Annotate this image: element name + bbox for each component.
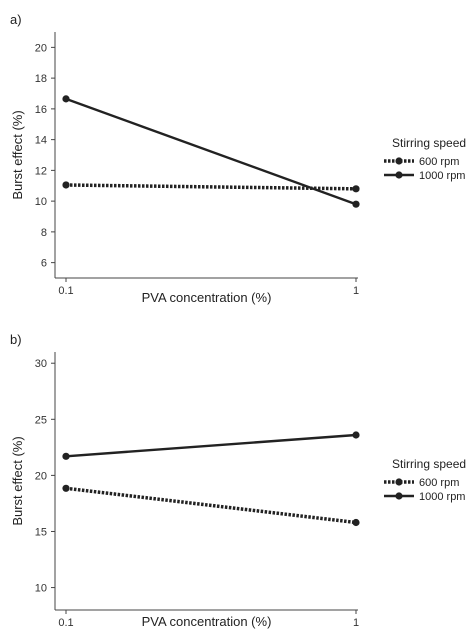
- y-tick-label: 18: [35, 73, 47, 85]
- series-line-1000rpm: [65, 97, 357, 206]
- legend-title: Stirring speed: [392, 457, 466, 471]
- panel-label: a): [10, 12, 22, 27]
- y-tick-label: 20: [35, 470, 47, 482]
- data-point: [62, 181, 70, 189]
- y-axis-title: Burst effect (%): [10, 110, 25, 199]
- data-point: [352, 185, 360, 193]
- series-line-600rpm: [65, 486, 357, 525]
- y-tick-label: 14: [35, 135, 47, 147]
- data-point: [62, 484, 70, 492]
- data-point: [352, 431, 360, 439]
- legend-swatch-point: [395, 478, 403, 486]
- legend-swatch-point: [395, 171, 403, 179]
- data-point: [352, 200, 360, 208]
- y-tick-label: 12: [35, 165, 47, 177]
- x-tick-label: 0.1: [58, 285, 73, 297]
- y-tick-label: 20: [35, 42, 47, 54]
- chart-panel-b: b) 10 15 20 25 30 0.1 1 PVA concentration (%) Bur…: [10, 332, 466, 629]
- x-tick-label: 0.1: [58, 617, 73, 629]
- y-tick-label: 16: [35, 104, 47, 116]
- y-axis-title: Burst effect (%): [10, 436, 25, 525]
- legend-entry: 1000 rpm: [419, 170, 465, 182]
- y-tick-label: 10: [35, 196, 47, 208]
- legend-title: Stirring speed: [392, 136, 466, 150]
- x-tick-label: 1: [353, 285, 359, 297]
- legend-entry: 600 rpm: [419, 477, 459, 489]
- legend-swatch-point: [395, 492, 403, 500]
- legend-swatch-point: [395, 157, 403, 165]
- data-point: [62, 95, 70, 103]
- chart-panel-a: a) 6 8 10 12 14 16 18 20 0.1 1 PVA concentration (%…: [10, 12, 466, 305]
- x-axis-title: PVA concentration (%): [142, 290, 272, 305]
- y-tick-label: 8: [41, 227, 47, 239]
- panel-label: b): [10, 332, 22, 347]
- data-point: [62, 452, 70, 460]
- legend-entry: 1000 rpm: [419, 491, 465, 503]
- y-tick-label: 15: [35, 526, 47, 538]
- x-tick-label: 1: [353, 617, 359, 629]
- data-point: [352, 518, 360, 527]
- series-line-600rpm: [65, 183, 357, 191]
- y-tick-label: 6: [41, 258, 47, 270]
- series-line-1000rpm: [65, 433, 357, 458]
- y-tick-label: 25: [35, 414, 47, 426]
- legend-entry: 600 rpm: [419, 156, 459, 168]
- x-axis-title: PVA concentration (%): [142, 614, 272, 629]
- y-tick-label: 10: [35, 583, 47, 595]
- y-tick-label: 30: [35, 358, 47, 370]
